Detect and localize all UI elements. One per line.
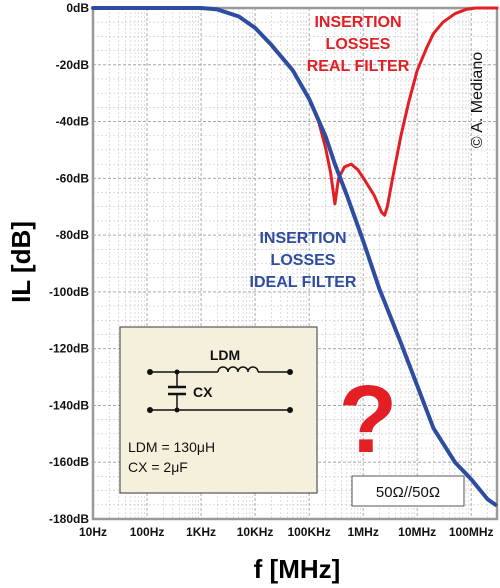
impedance-box: 50Ω//50Ω xyxy=(351,475,465,507)
inductor-label: LDM xyxy=(210,347,240,363)
y-tick-label: -100dB xyxy=(49,285,89,299)
cx-value-text: CX = 2μF xyxy=(128,459,188,475)
y-tick-label: -180dB xyxy=(49,512,89,526)
y-tick-label: -160dB xyxy=(49,455,89,469)
real-filter-label-line1: INSERTION xyxy=(314,14,401,31)
y-tick-label: -40dB xyxy=(56,115,90,129)
x-tick-label: 1MHz xyxy=(347,525,378,539)
x-axis-title: f [MHz] xyxy=(254,554,341,584)
x-tick-label: 100Hz xyxy=(130,525,165,539)
x-tick-label: 10KHz xyxy=(237,525,274,539)
plot-border xyxy=(91,6,499,521)
y-tick-label: -60dB xyxy=(56,171,90,185)
ideal-filter-label-line2: LOSSES xyxy=(271,252,336,269)
x-ticks: 10Hz 100Hz 1KHz 10KHz 100KHz 1MHz 10MHz 100MHz xyxy=(79,525,494,539)
y-tick-label: -140dB xyxy=(49,398,89,412)
x-tick-label: 100KHz xyxy=(287,525,330,539)
y-tick-label: -20dB xyxy=(56,58,90,72)
capacitor-label: CX xyxy=(193,384,213,400)
y-tick-label: -120dB xyxy=(49,342,89,356)
y-tick-label: -80dB xyxy=(56,228,90,242)
x-tick-label: 10Hz xyxy=(79,525,107,539)
impedance-text: 50Ω//50Ω xyxy=(376,484,440,501)
y-tick-label: 0dB xyxy=(66,1,89,15)
plot-frame xyxy=(91,6,499,521)
series-line-real xyxy=(91,6,499,217)
ideal-filter-label-line3: IDEAL FILTER xyxy=(250,274,357,291)
y-ticks: 0dB -20dB -40dB -60dB -80dB -100dB -120dB -140d… xyxy=(49,1,89,526)
x-tick-label: 10MHz xyxy=(398,525,436,539)
copyright-text: © A. Mediano xyxy=(469,52,486,148)
series-line-ideal xyxy=(91,6,498,507)
x-tick-label: 1KHz xyxy=(186,525,216,539)
real-filter-label-line2: LOSSES xyxy=(326,36,391,53)
x-tick-label: 100MHz xyxy=(449,525,494,539)
ideal-filter-label-line1: INSERTION xyxy=(259,230,346,247)
question-mark: ? xyxy=(339,366,398,473)
y-axis-title: IL [dB] xyxy=(6,221,36,303)
circuit-inset: LDM CX LDM = 130μH CX = 2μF xyxy=(119,326,318,494)
series-group xyxy=(91,6,499,507)
real-filter-label-line3: REAL FILTER xyxy=(307,58,410,75)
terminal-dots xyxy=(147,369,293,413)
circuit-schematic xyxy=(150,366,290,411)
ldm-value-text: LDM = 130μH xyxy=(128,439,215,455)
inductor-symbol xyxy=(217,366,259,373)
